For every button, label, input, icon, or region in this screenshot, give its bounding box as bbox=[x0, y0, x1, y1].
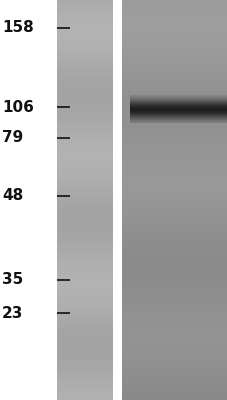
Text: 106: 106 bbox=[2, 100, 34, 114]
Text: 79: 79 bbox=[2, 130, 23, 146]
Text: 48: 48 bbox=[2, 188, 23, 204]
Text: 158: 158 bbox=[2, 20, 34, 36]
Text: 23: 23 bbox=[2, 306, 23, 320]
Text: 35: 35 bbox=[2, 272, 23, 288]
